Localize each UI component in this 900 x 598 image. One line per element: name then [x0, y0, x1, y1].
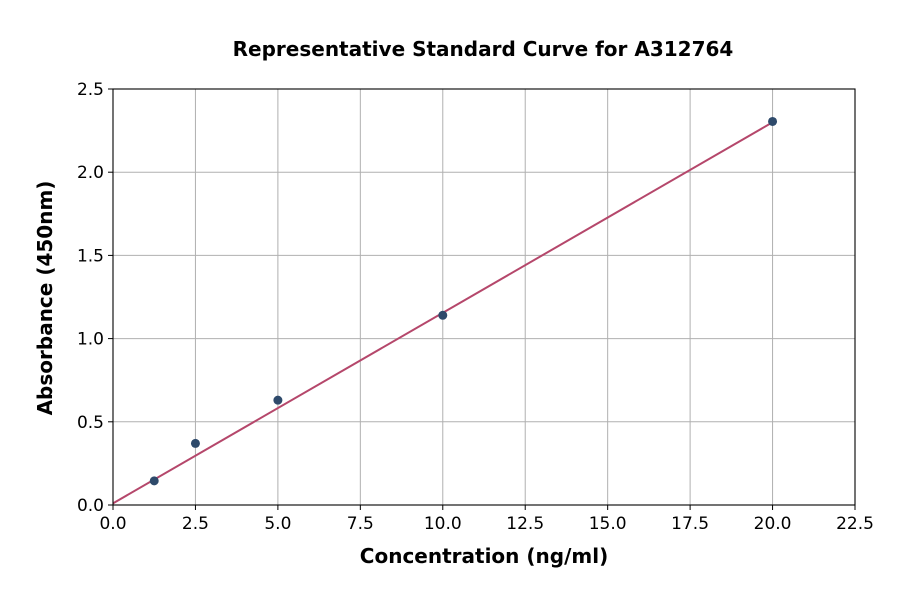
y-tick-label: 0.5 [77, 413, 104, 433]
data-point [190, 438, 200, 448]
data-point [438, 310, 448, 320]
x-tick-label: 7.5 [347, 514, 374, 534]
data-point [768, 116, 778, 126]
x-tick-label: 10.0 [424, 514, 462, 534]
chart-title: Representative Standard Curve for A31276… [233, 37, 734, 61]
y-tick-label: 1.0 [77, 330, 104, 350]
x-tick-label: 5.0 [264, 514, 291, 534]
y-axis-ticks: 0.0 0.5 1.0 1.5 2.0 2.5 [77, 80, 113, 516]
y-tick-label: 2.5 [77, 80, 104, 100]
x-tick-label: 2.5 [182, 514, 209, 534]
y-tick-label: 1.5 [77, 246, 104, 266]
y-tick-label: 0.0 [77, 496, 104, 516]
x-axis-ticks: 0.0 2.5 5.0 7.5 10.0 12.5 15.0 17.5 20.0 22.5 [99, 505, 874, 534]
data-point [273, 395, 283, 405]
x-axis-title: Concentration (ng/ml) [360, 544, 608, 568]
x-tick-label: 15.0 [589, 514, 627, 534]
x-tick-label: 22.5 [836, 514, 874, 534]
y-axis-title: Absorbance (450nm) [33, 181, 57, 416]
data-points [149, 116, 778, 486]
grid [112, 88, 856, 506]
x-tick-label: 17.5 [671, 514, 709, 534]
y-tick-label: 2.0 [77, 163, 104, 183]
x-tick-label: 20.0 [754, 514, 792, 534]
x-tick-label: 0.0 [99, 514, 126, 534]
data-point [149, 476, 159, 486]
plot-area-frame [112, 88, 856, 506]
x-tick-label: 12.5 [506, 514, 544, 534]
